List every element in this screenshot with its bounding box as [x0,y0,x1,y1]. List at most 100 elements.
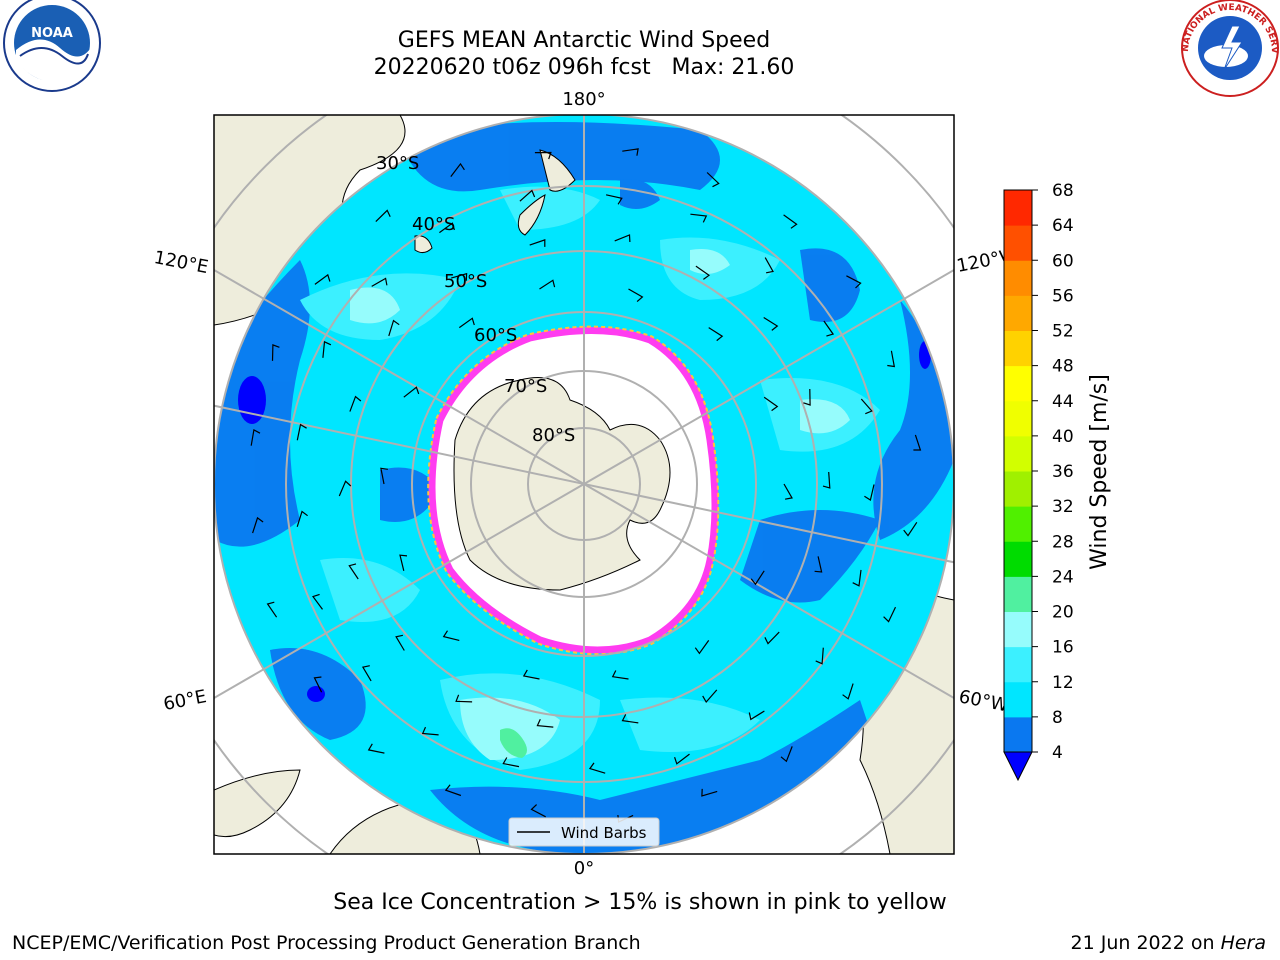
wind-barb [534,151,552,160]
wind-barb [815,647,824,665]
wind-barb [864,484,875,501]
wind-barb [399,554,408,571]
wind-barb [702,689,718,704]
colorbar-tick-label: 48 [1052,357,1074,377]
wind-barb [455,694,473,703]
wind-barb [883,606,897,623]
wind-barb [706,172,720,188]
wind-barb [539,279,556,290]
colorbar-swatch [1004,506,1032,542]
footer-machine: Hera [1220,932,1266,954]
wind-barb [763,316,779,331]
colorbar-swatch [1004,365,1032,402]
lat-label-70s: 70°S [504,376,547,397]
lon-label-0: 0° [574,858,594,879]
wind-barb [395,634,405,651]
colorbar-swatch [1004,541,1032,577]
lon-label-180: 180° [562,89,605,110]
wind-barb [371,277,388,287]
colorbar-swatch [1004,295,1032,331]
wind-barb [614,234,631,243]
colorbar-tick-label: 20 [1052,603,1074,623]
wind-barb [421,726,439,736]
colorbar-swatch [1004,611,1032,648]
wind-barb [252,516,264,534]
chart-title: GEFS MEAN Antarctic Wind Speed [397,28,771,53]
wind-barb [694,640,710,655]
legend-label: Wind Barbs [561,824,647,842]
lon-label-120e: 120°E [152,247,210,278]
footer-date: 21 Jun 2022 on Hera [1071,932,1266,954]
nws-logo: NATIONAL WEATHER SERVICE [0,0,1279,97]
wind-barbs [250,148,922,823]
colorbar-swatch [1004,225,1032,261]
wind-barb [338,480,352,497]
wind-barb [367,743,385,754]
wind-barb [674,753,690,765]
lon-label-60e: 60°E [162,686,208,715]
colorbar-tick-label: 28 [1052,532,1074,552]
wind-barb [887,350,896,368]
colorbar-swatch [1004,190,1032,226]
wind-barb [708,327,724,342]
wind-barb [846,275,862,289]
wind-barb [450,162,465,177]
nws-logo-text: NATIONAL WEATHER SERVICE [0,0,1279,54]
colorbar-swatch [1004,646,1032,683]
lon-label-60w: 60°W [957,686,1010,716]
colorbar-tick-label: 4 [1052,743,1063,763]
colorbar-swatch [1004,471,1032,507]
chart-subtitle: 20220620 t06z 096h fcst Max: 21.60 [373,55,795,80]
wind-barb [903,521,918,537]
colorbar-swatch [1004,435,1032,472]
wind-barb [690,213,708,223]
graticule [214,115,954,854]
wind-barb [519,189,536,202]
colorbar-tick-label: 36 [1052,462,1074,482]
map-legend: Wind Barbs [508,817,660,847]
wind-barb [403,386,420,398]
madagascar-land [214,769,301,838]
colorbar-label: Wind Speed [m/s] [1087,374,1112,570]
wind-barb [530,804,546,818]
wind-barb [522,669,540,680]
colorbar-tick-label: 16 [1052,638,1074,658]
colorbar-tick-label: 12 [1052,673,1074,693]
colorbar-tick-label: 44 [1052,392,1074,412]
wind-barb [695,265,711,280]
wind-barb [296,510,308,527]
wind-barb [266,601,278,618]
map-frame [213,114,955,855]
colorbar-swatch [1004,400,1032,437]
colorbar-swatch [1004,576,1032,612]
colorbar-tick-label: 52 [1052,322,1074,342]
wind-barb [823,320,835,337]
lat-label-50s: 50°S [444,271,487,292]
wind-barb [314,273,331,285]
wind-barb [380,467,388,485]
wind-barb [701,788,718,797]
wind-barb [822,471,831,489]
colorbar-swatch [1004,681,1032,718]
colorbar-tick-label: 8 [1052,708,1063,728]
colorbar-swatch [1004,330,1032,367]
wind-barb [860,398,873,415]
wind-barb [764,631,780,645]
wind-barb [313,676,323,693]
wind-barb [748,710,765,721]
wind-barb [764,257,774,274]
wind-barb [439,222,455,234]
lat-label-40s: 40°S [412,214,455,235]
lat-label-80s: 80°S [532,425,575,446]
colorbar-tick-label: 32 [1052,497,1074,517]
wind-barb [814,556,823,573]
wind-barb [451,272,468,281]
wind-barb [250,428,261,446]
wind-barb [780,746,793,763]
wind-barb [621,714,639,724]
sea-ice-caption: Sea Ice Concentration > 15% is shown in … [333,890,947,915]
wind-barb [750,570,765,586]
map-area [214,115,954,854]
